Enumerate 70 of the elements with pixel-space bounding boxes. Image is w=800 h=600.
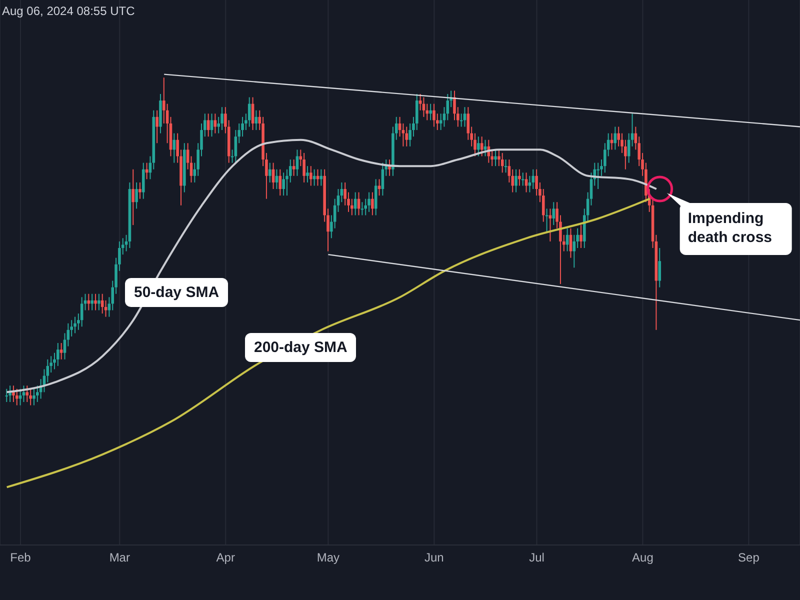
candlestick [532, 168, 535, 190]
candlestick [156, 110, 158, 144]
annotation: Impending death cross [680, 203, 792, 253]
candlestick [504, 159, 508, 174]
candlestick [658, 247, 662, 288]
candlestick [282, 172, 285, 196]
x-tick-label: Mar [109, 550, 130, 565]
candlestick [552, 202, 556, 226]
candlestick [580, 224, 582, 248]
candlestick [22, 385, 26, 402]
candlestick [74, 316, 76, 334]
candlestick [545, 208, 548, 232]
candlestick [60, 342, 63, 360]
candlestick [292, 159, 296, 176]
candlestick [46, 358, 50, 383]
candlestick [374, 178, 378, 216]
candlestick [518, 168, 521, 186]
candlestick [521, 172, 524, 186]
candlestick [29, 388, 32, 406]
x-tick-label: Aug [632, 550, 654, 565]
candlestick [569, 228, 572, 258]
series-label: 200-day SMA [245, 333, 356, 362]
x-tick-label: May [316, 550, 340, 565]
candlestick [306, 166, 309, 183]
series-label: 50-day SMA [125, 278, 228, 307]
candlestick [514, 168, 518, 193]
candlestick [500, 152, 504, 174]
x-tick-label: Jun [424, 550, 444, 565]
candlestick [371, 192, 374, 216]
candlestick [368, 192, 370, 212]
candlestick [56, 342, 60, 366]
candlestick [360, 202, 364, 216]
x-tick-label: Jul [529, 550, 544, 565]
candlestick [98, 293, 100, 311]
text: Aug 06, 2024 08:55 UTC [2, 4, 135, 18]
candlestick [132, 168, 135, 226]
candlestick [142, 162, 145, 200]
candlestick [248, 96, 251, 128]
candlestick [26, 385, 29, 402]
x-tick-label: Apr [216, 550, 235, 565]
x-tick-label: Sep [738, 550, 760, 565]
candlestick [596, 162, 600, 190]
x-tick-label: Feb [10, 550, 32, 565]
candlestick [138, 182, 142, 200]
candlestick [310, 166, 312, 186]
candlestick [388, 159, 391, 176]
candlestick [90, 293, 94, 311]
candlestick [135, 182, 138, 210]
candlestick [5, 388, 8, 402]
candlestick [210, 113, 214, 138]
candlestick [12, 385, 15, 402]
candlestick [296, 149, 299, 176]
candlestick [278, 168, 282, 196]
candlestick [100, 293, 104, 314]
candlestick [206, 113, 210, 138]
candlestick [94, 293, 97, 311]
candlestick [268, 162, 272, 183]
candlestick [80, 296, 84, 328]
candlestick [302, 152, 306, 183]
candlestick [432, 103, 436, 128]
candlestick [429, 103, 432, 121]
candlestick [220, 106, 224, 131]
candlestick [172, 132, 176, 164]
candlestick [378, 178, 381, 196]
candlestick [405, 126, 408, 147]
candlestick [32, 388, 36, 406]
candlestick [477, 136, 480, 157]
candlestick [548, 208, 552, 242]
candlestick [15, 388, 18, 406]
candlestick [494, 149, 497, 167]
